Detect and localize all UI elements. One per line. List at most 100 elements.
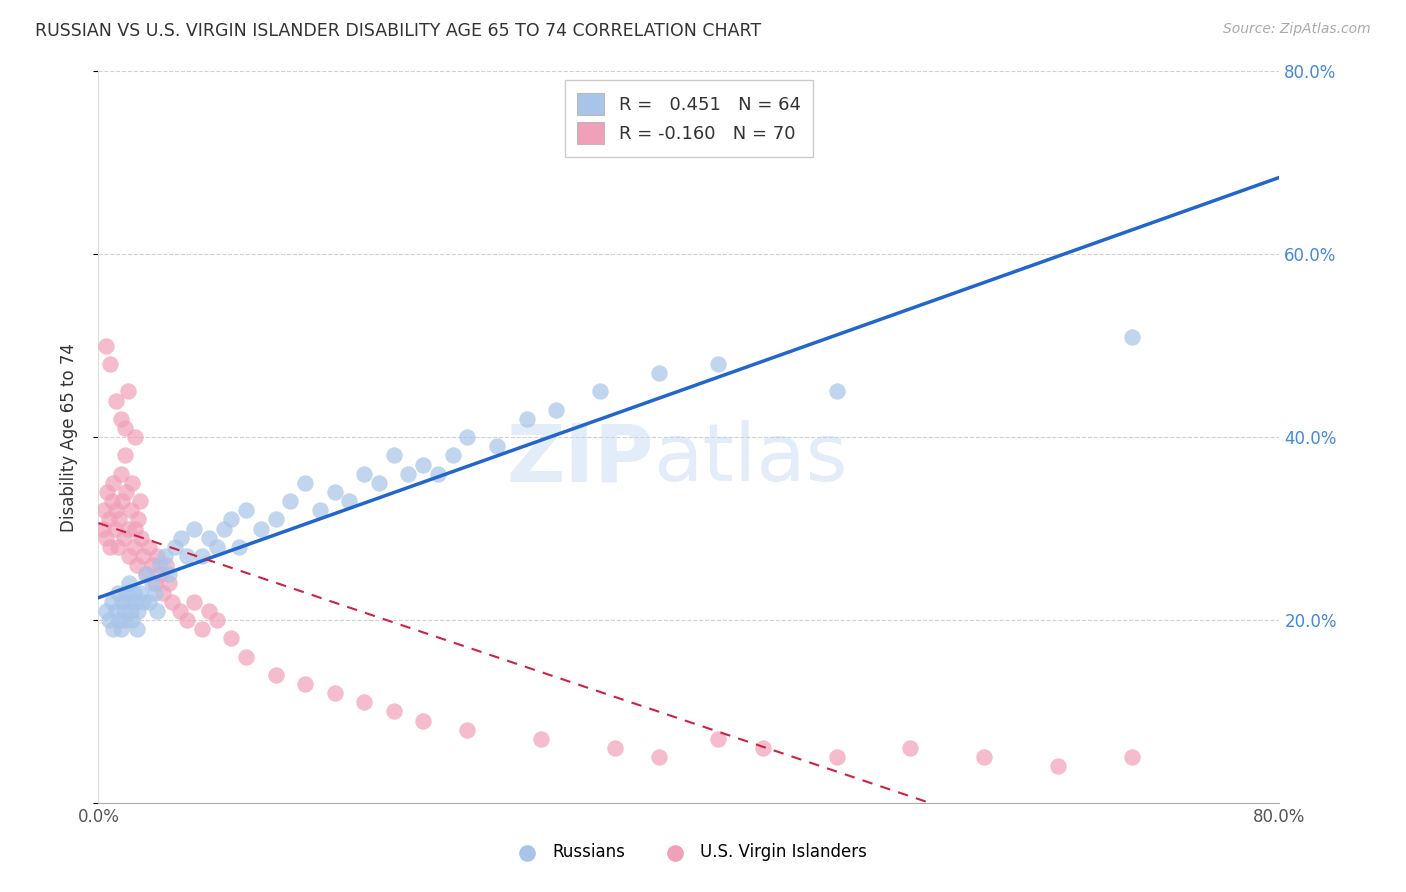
Point: [120, 503, 142, 517]
Point: [382, 705, 405, 719]
Point: [124, 594, 146, 608]
Point: [108, 512, 131, 526]
Point: [235, 649, 257, 664]
Point: [707, 357, 730, 371]
Point: [323, 485, 346, 500]
Point: [412, 714, 434, 728]
Point: [707, 731, 730, 746]
Point: [152, 585, 174, 599]
Point: [198, 604, 221, 618]
Point: [157, 567, 180, 582]
Point: [176, 549, 198, 563]
Point: [105, 503, 128, 517]
Point: [235, 503, 257, 517]
Point: [107, 540, 129, 554]
Point: [146, 549, 169, 563]
Point: [183, 521, 205, 535]
Point: [825, 750, 848, 764]
Point: [107, 585, 129, 599]
Point: [264, 512, 287, 526]
Point: [530, 731, 553, 746]
Point: [108, 613, 131, 627]
Point: [118, 549, 141, 563]
Point: [129, 531, 152, 545]
Point: [169, 604, 191, 618]
Point: [97, 613, 120, 627]
Point: [100, 594, 122, 608]
Point: [118, 576, 141, 591]
Point: [111, 594, 134, 608]
Point: [135, 567, 157, 582]
Point: [100, 494, 122, 508]
Text: Source: ZipAtlas.com: Source: ZipAtlas.com: [1223, 22, 1371, 37]
Point: [132, 549, 155, 563]
Point: [441, 449, 464, 463]
Point: [128, 585, 150, 599]
Y-axis label: Disability Age 65 to 74: Disability Age 65 to 74: [59, 343, 77, 532]
Point: [98, 540, 121, 554]
Point: [91, 521, 114, 535]
Point: [648, 366, 671, 380]
Point: [219, 632, 242, 646]
Point: [110, 412, 132, 426]
Point: [125, 558, 148, 573]
Point: [1121, 750, 1143, 764]
Point: [456, 723, 478, 737]
Point: [115, 485, 138, 500]
Point: [138, 594, 160, 608]
Point: [143, 576, 166, 591]
Point: [110, 622, 132, 636]
Point: [149, 558, 172, 573]
Point: [111, 494, 134, 508]
Point: [121, 613, 143, 627]
Point: [751, 740, 773, 755]
Point: [98, 357, 121, 371]
Point: [135, 567, 157, 582]
Point: [97, 512, 120, 526]
Point: [323, 686, 346, 700]
Point: [122, 585, 145, 599]
Point: [117, 384, 139, 399]
Point: [183, 594, 205, 608]
Point: [170, 531, 193, 545]
Point: [382, 449, 405, 463]
Point: [219, 512, 242, 526]
Point: [155, 558, 177, 573]
Point: [191, 549, 214, 563]
Point: [94, 338, 117, 352]
Point: [103, 622, 125, 636]
Point: [205, 540, 228, 554]
Point: [1046, 759, 1069, 773]
Point: [103, 475, 125, 490]
Point: [191, 622, 214, 636]
Point: [589, 384, 612, 399]
Point: [143, 585, 166, 599]
Point: [353, 695, 375, 709]
Point: [94, 604, 117, 618]
Point: [294, 677, 316, 691]
Point: [648, 750, 671, 764]
Point: [515, 412, 537, 426]
Point: [138, 540, 160, 554]
Point: [125, 622, 148, 636]
Point: [117, 521, 139, 535]
Point: [973, 750, 995, 764]
Point: [114, 613, 136, 627]
Point: [176, 613, 198, 627]
Point: [412, 458, 434, 472]
Point: [120, 604, 142, 618]
Point: [115, 585, 138, 599]
Text: RUSSIAN VS U.S. VIRGIN ISLANDER DISABILITY AGE 65 TO 74 CORRELATION CHART: RUSSIAN VS U.S. VIRGIN ISLANDER DISABILI…: [35, 22, 761, 40]
Point: [114, 421, 136, 435]
Point: [104, 521, 127, 535]
Point: [165, 540, 187, 554]
Point: [162, 594, 183, 608]
Point: [825, 384, 848, 399]
Point: [278, 494, 302, 508]
Point: [128, 494, 150, 508]
Point: [141, 576, 163, 591]
Point: [124, 430, 146, 444]
Point: [96, 485, 118, 500]
Point: [264, 667, 287, 681]
Legend: Russians, U.S. Virgin Islanders: Russians, U.S. Virgin Islanders: [505, 837, 873, 868]
